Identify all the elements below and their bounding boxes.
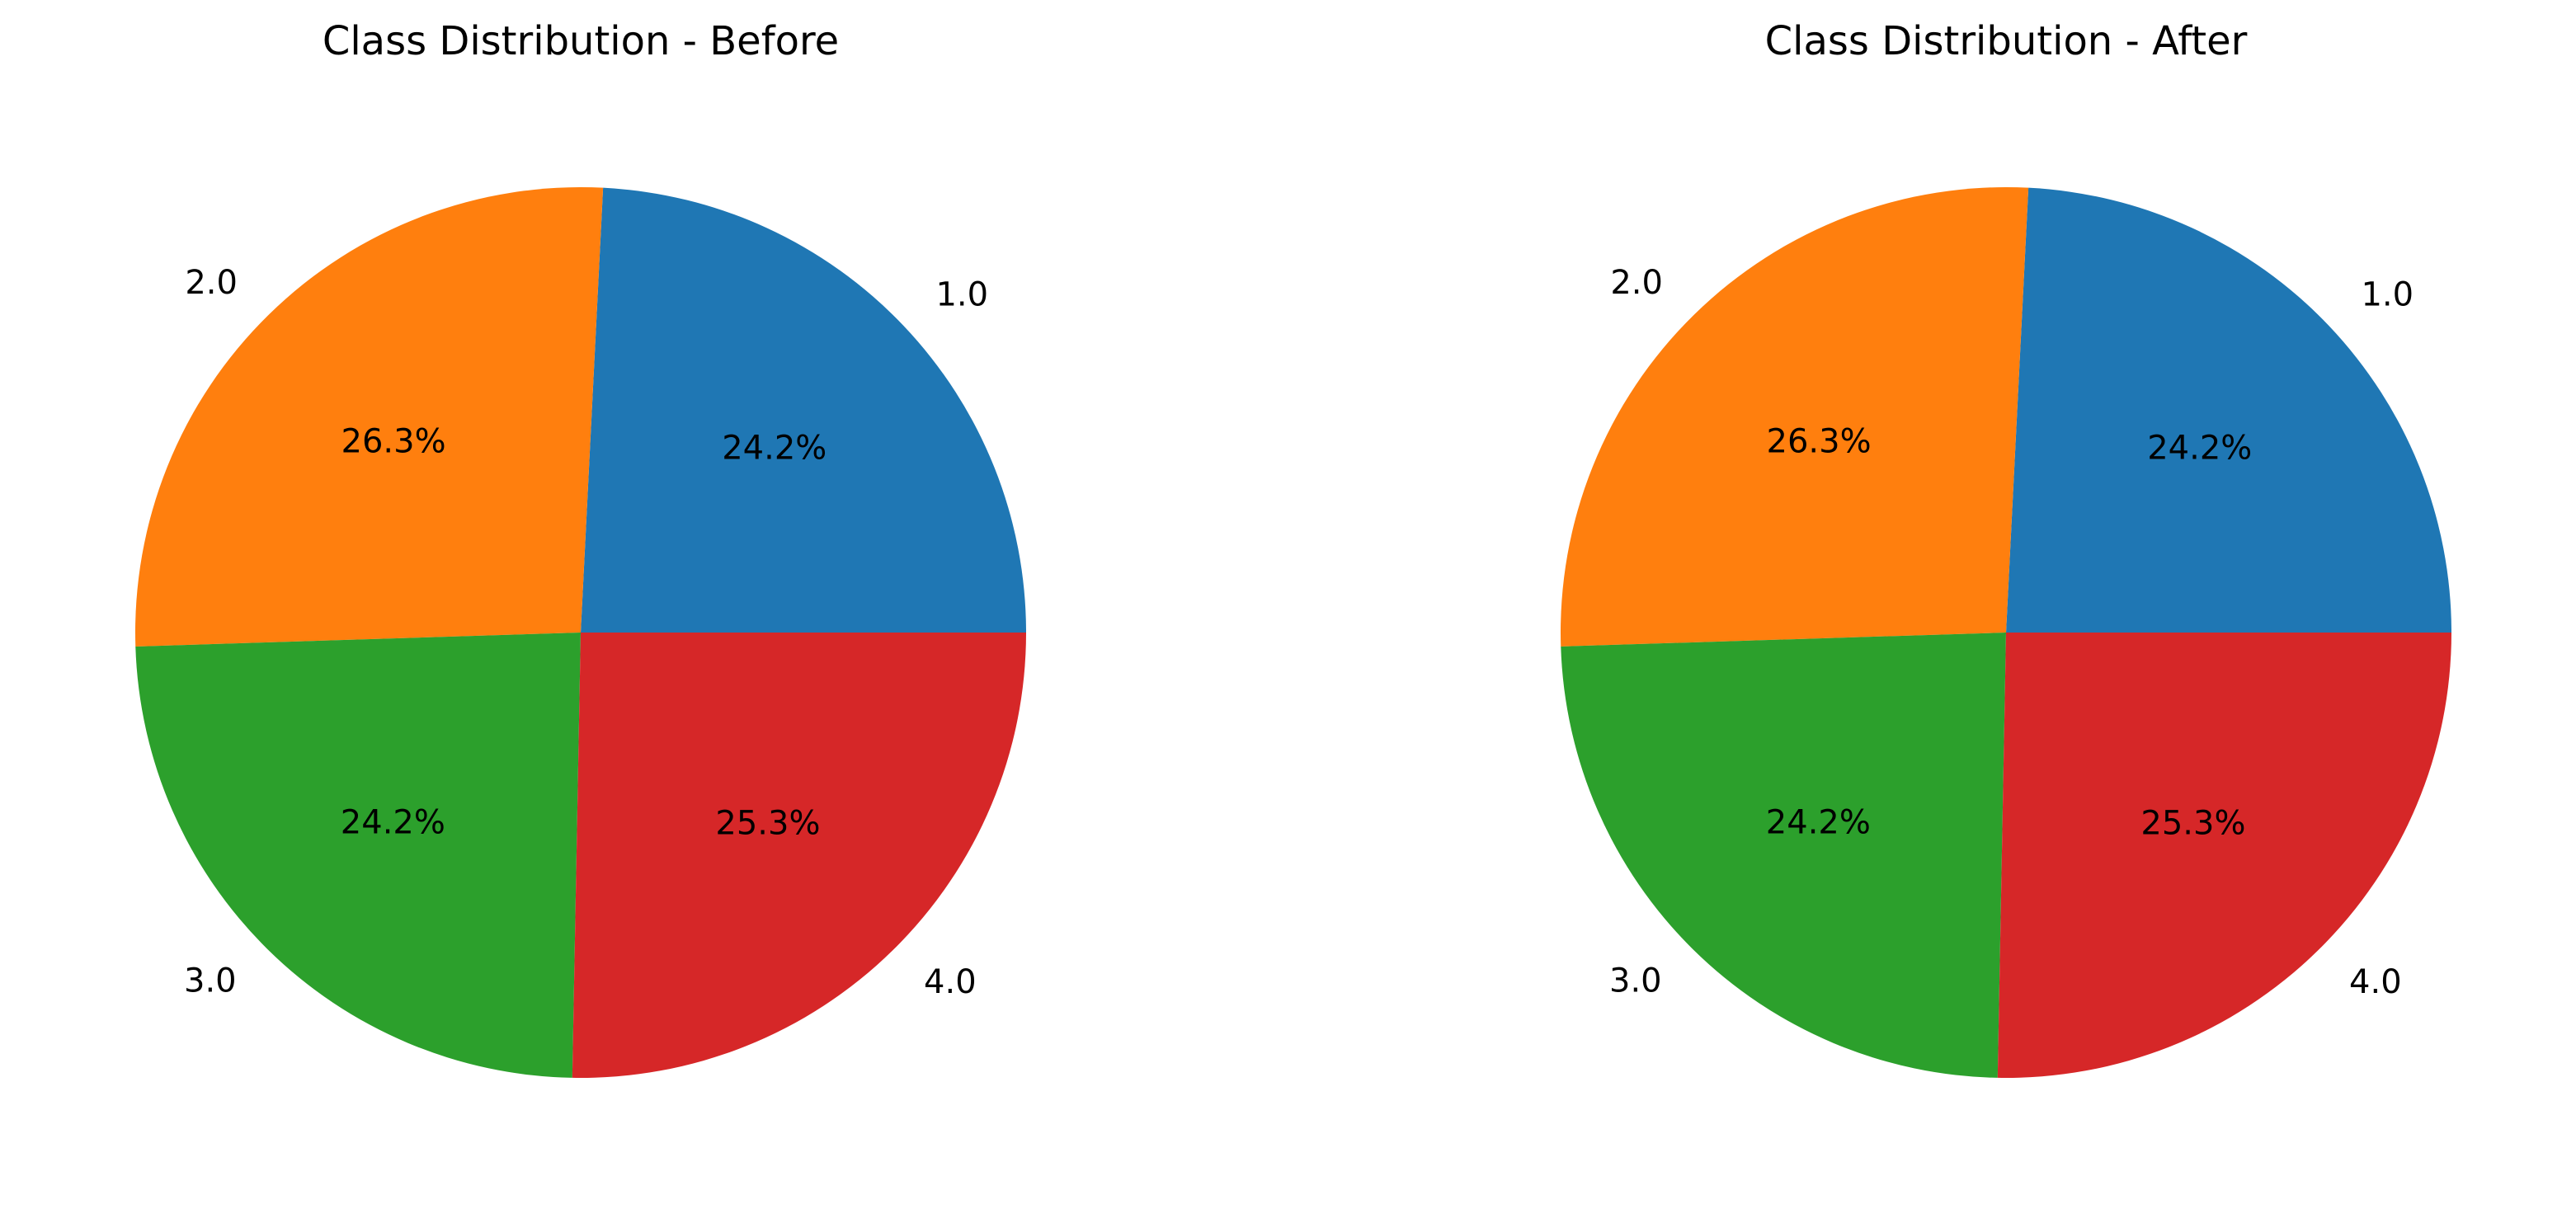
pie-slice-4-0 — [572, 633, 1026, 1078]
slice-category-label: 3.0 — [184, 962, 237, 1000]
slice-category-label: 2.0 — [185, 264, 238, 302]
slice-category-label: 3.0 — [1609, 962, 1662, 1000]
pie-slice-3-0 — [135, 633, 581, 1078]
slice-percent-label: 24.2% — [722, 430, 826, 468]
slice-category-label: 1.0 — [2361, 276, 2414, 314]
slice-percent-label: 24.2% — [341, 804, 445, 842]
pie-slice-4-0 — [1997, 633, 2451, 1078]
slice-percent-label: 25.3% — [715, 804, 820, 842]
slice-percent-label: 26.3% — [341, 423, 446, 461]
pie-slice-3-0 — [1561, 633, 2006, 1078]
pie-slice-1-0 — [581, 187, 1026, 633]
pie-slice-1-0 — [2006, 187, 2451, 633]
slice-category-label: 2.0 — [1610, 264, 1663, 302]
chart-title: Class Distribution - Before — [323, 18, 839, 64]
slice-category-label: 1.0 — [935, 276, 988, 314]
pie-slice-2-0 — [134, 187, 604, 647]
slice-percent-label: 25.3% — [2140, 804, 2245, 842]
slice-percent-label: 24.2% — [1766, 804, 1871, 842]
slice-percent-label: 26.3% — [1767, 423, 1872, 461]
slice-category-label: 4.0 — [924, 963, 977, 1001]
pie-chart-before: Class Distribution - Before 1.0 24.2% 2.0 26… — [134, 18, 1026, 1078]
pie-chart-after: Class Distribution - After 1.0 24.2% 2.0 26.… — [1561, 18, 2451, 1078]
pie-slice-2-0 — [1561, 187, 2029, 647]
slice-percent-label: 24.2% — [2147, 430, 2252, 468]
chart-title: Class Distribution - After — [1765, 18, 2248, 64]
slice-category-label: 4.0 — [2349, 963, 2402, 1001]
